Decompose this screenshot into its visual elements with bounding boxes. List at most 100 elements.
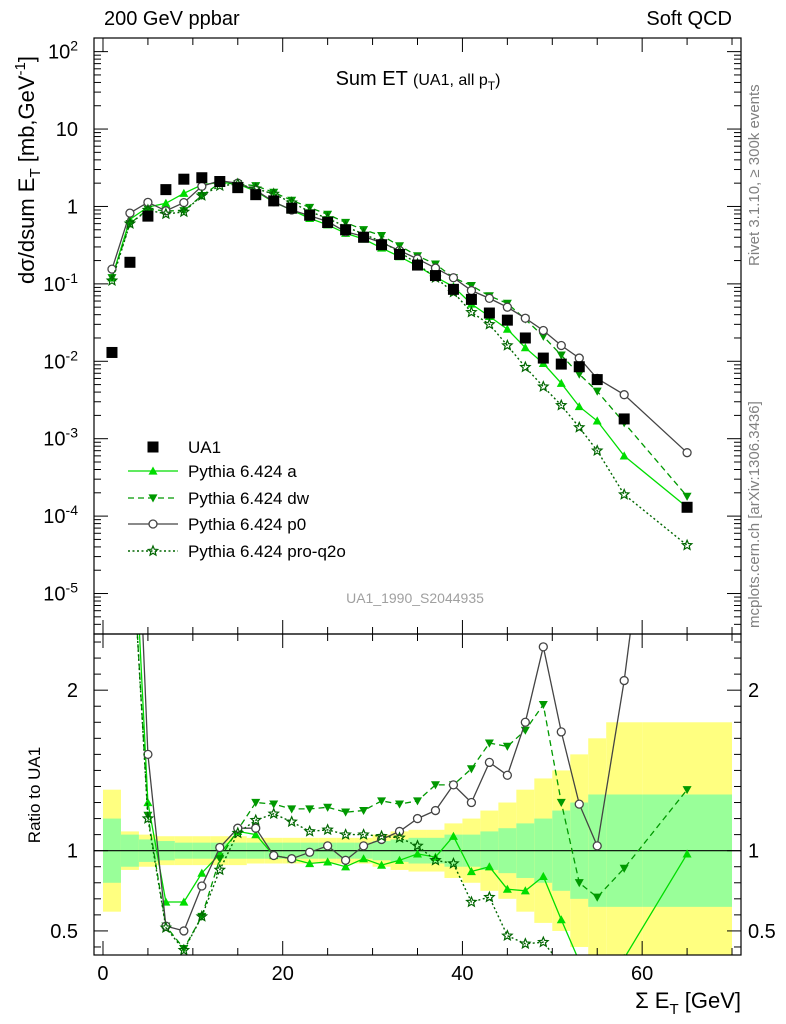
- pythia-pro-q2o-point: [429, 853, 442, 866]
- ratio-y-tick-label: 1: [67, 841, 78, 863]
- ua1-data-point: [429, 270, 441, 282]
- pythia-dw-point: [287, 805, 297, 814]
- ratio-y-tick-label-right: 1: [748, 841, 759, 863]
- pythia-dw-point: [269, 188, 279, 197]
- ua1-data-point: [106, 346, 118, 358]
- pythia-a-point: [593, 960, 602, 968]
- ua1-data-point: [465, 293, 477, 305]
- pythia-pro-q2o-point: [159, 921, 173, 934]
- pythia-pro-q2o-point: [231, 826, 245, 839]
- pythia-p0-point: [107, 264, 117, 274]
- pythia-pro-q2o-point: [159, 207, 173, 220]
- pythia-a-point: [682, 849, 692, 858]
- pythia-a-point: [161, 198, 171, 207]
- pythia-a-point: [395, 855, 405, 864]
- pythia-dw-point: [538, 332, 548, 341]
- pythia-p0-point: [538, 642, 548, 652]
- y-tick-label: 102: [48, 38, 78, 64]
- pythia-a-line: [111, 181, 688, 508]
- pythia-p0-point: [448, 780, 459, 790]
- legend-marker: [148, 466, 158, 475]
- y-tick-label: 10-5: [43, 580, 78, 606]
- x-tick-label: 20: [272, 963, 294, 985]
- pythia-dw-point: [341, 808, 351, 817]
- pythia-p0-point: [502, 770, 513, 780]
- analysis-watermark: UA1_1990_S2044935: [346, 590, 484, 606]
- pythia-p0-point: [251, 823, 261, 833]
- pythia-a-point: [466, 867, 476, 876]
- mcplots-label: mcplots.cern.ch [arXiv:1306.3436]: [746, 401, 763, 628]
- ua1-data-point: [124, 256, 136, 268]
- pythia-pro-q2o-point: [195, 189, 209, 201]
- pythia-dw-point: [466, 765, 476, 774]
- pythia-p0-point: [538, 325, 548, 336]
- ua1-data-point: [681, 501, 693, 513]
- ua1-data-point: [196, 172, 208, 184]
- ratio-y-tick-label: 0.5: [50, 921, 78, 943]
- ua1-data-point: [358, 231, 370, 243]
- legend-label: Pythia 6.424 pro-q2o: [188, 542, 346, 561]
- pythia-pro-q2o-point: [267, 807, 280, 820]
- pythia-dw-point: [484, 739, 494, 748]
- pythia-dw-ratio-line: [136, 634, 688, 950]
- pythia-pro-q2o-point: [393, 831, 406, 844]
- ua1-data-point: [555, 358, 567, 370]
- pythia-p0-point: [683, 189, 691, 197]
- pythia-a-point: [305, 859, 315, 868]
- pythia-pro-q2o-point: [195, 909, 209, 922]
- pythia-p0-point: [619, 390, 629, 400]
- ratio-y-tick-label-right: 2: [748, 680, 759, 702]
- ratio-y-axis-ticks: 0.5 0.5 1 1 2 2: [50, 641, 776, 948]
- main-y-label: dσ/dsum ET [mb,GeV-1]: [12, 56, 44, 284]
- ua1-data-point: [340, 224, 352, 236]
- pythia-pro-q2o-point: [537, 380, 550, 392]
- ua1-data-point: [322, 217, 334, 229]
- pythia-a-point: [520, 343, 530, 352]
- pythia-dw-point: [574, 879, 584, 888]
- pythia-p0-point: [619, 675, 629, 686]
- ua1-data-point: [160, 184, 172, 196]
- y-tick-label: 1: [67, 196, 78, 218]
- x-tick-label: 40: [451, 963, 473, 985]
- ua1-data-point: [447, 283, 459, 295]
- pythia-pro-q2o-point: [501, 929, 514, 942]
- pythia-pro-q2o-point: [537, 935, 550, 948]
- pythia-pro-q2o-point: [303, 824, 316, 837]
- pythia-pro-q2o-point: [177, 205, 191, 218]
- pythia-p0-point: [322, 841, 333, 851]
- ua1-data-point: [250, 189, 262, 201]
- pythia-p0-ratio-line: [142, 634, 631, 932]
- pythia-p0-point: [340, 855, 351, 865]
- pythia-pro-q2o-point: [177, 943, 191, 955]
- pythia-dw-point: [125, 502, 134, 510]
- pythia-a-point: [556, 378, 566, 387]
- pythia-dw-point: [556, 798, 566, 808]
- pythia-dw-point: [592, 387, 602, 396]
- pythia-dw-point: [143, 811, 153, 820]
- ua1-data-point: [178, 173, 190, 185]
- pythia-dw-point: [323, 803, 333, 812]
- pythia-dw-point: [359, 806, 369, 816]
- pythia-pro-q2o-point: [501, 338, 514, 351]
- pythia-p0-point: [287, 854, 297, 864]
- ratio-y-tick-label-right: 0.5: [748, 921, 776, 943]
- ua1-data-point: [376, 239, 388, 251]
- pythia-pro-q2o-point: [339, 828, 352, 840]
- ua1-data-point: [501, 314, 513, 326]
- pythia-dw-point: [305, 805, 315, 814]
- x-axis-label: Σ ET [GeV]: [635, 988, 741, 1018]
- pythia-a-point: [538, 871, 548, 880]
- pythia-pro-q2o-point: [357, 828, 370, 840]
- pythia-dw-point: [395, 800, 405, 809]
- ua1-data-point: [618, 413, 630, 425]
- pythia-p0-point: [126, 317, 134, 325]
- main-y-axis-ticks: 10-5 10-4 10-3 10-2 10-1 1 10 102: [43, 38, 741, 635]
- pythia-dw-point: [682, 492, 692, 501]
- pythia-pro-q2o-point: [555, 398, 568, 411]
- pythia-dw-point: [574, 370, 584, 379]
- ua1-data-point: [537, 352, 549, 364]
- pythia-p0-point: [592, 841, 602, 851]
- pythia-a-point: [179, 188, 189, 197]
- pythia-p0-point: [574, 799, 584, 809]
- pythia-a-point: [197, 868, 207, 877]
